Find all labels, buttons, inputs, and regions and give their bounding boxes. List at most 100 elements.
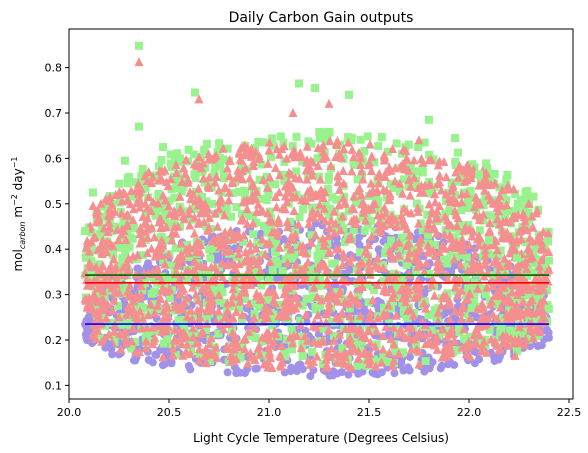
data-point-triangle xyxy=(185,220,195,230)
data-point-square xyxy=(227,324,236,333)
data-point-square xyxy=(344,133,353,142)
data-point-triangle xyxy=(459,324,469,334)
data-point-triangle xyxy=(354,284,364,294)
data-point-triangle xyxy=(168,343,178,353)
data-point-triangle xyxy=(122,258,132,268)
data-point-square xyxy=(495,183,504,192)
data-point-triangle xyxy=(240,344,250,354)
data-point-triangle xyxy=(471,192,481,202)
data-point-circle xyxy=(151,350,160,359)
data-point-square xyxy=(287,345,296,354)
data-point-triangle xyxy=(384,162,394,172)
data-point-triangle xyxy=(291,152,301,162)
data-point-square xyxy=(414,142,423,151)
data-point-triangle xyxy=(399,203,409,213)
data-point-triangle xyxy=(366,313,376,323)
data-point-triangle xyxy=(495,191,505,201)
data-point-triangle xyxy=(421,257,431,267)
data-point-triangle xyxy=(229,344,239,354)
data-point-triangle xyxy=(274,149,284,159)
data-point-square xyxy=(524,335,533,344)
data-point-triangle xyxy=(501,309,511,319)
data-point-triangle xyxy=(288,107,298,117)
data-point-square xyxy=(123,174,132,183)
data-point-triangle xyxy=(128,215,138,225)
data-point-square xyxy=(395,187,404,196)
data-point-triangle xyxy=(179,214,189,224)
data-point-triangle xyxy=(189,228,199,238)
data-point-square xyxy=(475,226,484,235)
data-point-square xyxy=(135,41,143,50)
data-point-triangle xyxy=(138,313,148,323)
data-point-circle xyxy=(543,325,551,334)
data-point-triangle xyxy=(293,219,303,229)
data-point-triangle xyxy=(288,192,298,202)
data-point-triangle xyxy=(533,286,543,296)
data-point-square xyxy=(161,207,170,216)
data-point-square xyxy=(323,185,332,194)
data-point-triangle xyxy=(202,203,212,213)
data-point-triangle xyxy=(395,178,405,188)
data-point-triangle xyxy=(188,323,198,333)
data-point-square xyxy=(162,274,171,283)
data-point-triangle xyxy=(187,314,197,324)
data-point-triangle xyxy=(128,296,138,306)
data-point-square xyxy=(545,256,553,265)
data-point-square xyxy=(280,176,289,185)
data-point-square xyxy=(166,159,175,168)
data-point-triangle xyxy=(399,220,409,230)
data-point-triangle xyxy=(499,337,509,347)
data-point-square xyxy=(315,276,324,285)
data-point-triangle xyxy=(249,157,259,167)
data-point-circle xyxy=(223,368,232,377)
data-point-square xyxy=(424,311,433,320)
data-point-square xyxy=(452,252,461,261)
data-point-triangle xyxy=(107,305,117,315)
data-point-triangle xyxy=(134,347,144,357)
data-point-triangle xyxy=(195,247,205,257)
data-point-square xyxy=(529,259,538,268)
data-point-square xyxy=(89,188,97,197)
data-point-triangle xyxy=(123,265,133,275)
data-point-square xyxy=(458,174,467,183)
data-point-triangle xyxy=(332,357,342,367)
data-point-triangle xyxy=(263,342,273,352)
data-point-square xyxy=(194,259,203,268)
data-point-triangle xyxy=(326,343,336,353)
data-point-triangle xyxy=(195,208,205,218)
data-point-square xyxy=(432,313,441,322)
data-point-square xyxy=(423,210,432,219)
data-point-square xyxy=(421,239,430,248)
plot-frame xyxy=(68,28,574,400)
data-point-triangle xyxy=(267,216,277,226)
data-point-triangle xyxy=(535,298,545,308)
data-point-triangle xyxy=(90,318,100,328)
data-point-triangle xyxy=(339,144,349,154)
data-point-triangle xyxy=(364,262,374,272)
data-point-square xyxy=(191,328,200,337)
data-point-triangle xyxy=(251,243,261,253)
data-point-circle xyxy=(444,360,453,369)
scatter-points xyxy=(80,41,554,381)
data-point-triangle xyxy=(322,275,332,285)
data-point-triangle xyxy=(423,219,433,229)
data-point-triangle xyxy=(234,342,244,352)
data-point-square xyxy=(267,235,276,244)
data-point-square xyxy=(311,303,320,312)
data-point-triangle xyxy=(257,234,267,244)
data-point-square xyxy=(397,233,406,242)
data-point-square xyxy=(129,224,138,233)
data-point-triangle xyxy=(235,296,245,306)
data-point-triangle xyxy=(409,172,419,182)
data-point-triangle xyxy=(365,348,375,358)
data-point-triangle xyxy=(131,316,141,326)
data-point-square xyxy=(372,340,381,349)
data-point-triangle xyxy=(465,313,475,323)
data-point-square xyxy=(477,174,486,183)
data-point-square xyxy=(421,357,430,366)
data-point-triangle xyxy=(194,216,204,226)
data-point-square xyxy=(174,316,183,325)
data-point-square xyxy=(220,299,229,308)
data-point-triangle xyxy=(373,313,383,323)
data-point-triangle xyxy=(436,264,446,274)
